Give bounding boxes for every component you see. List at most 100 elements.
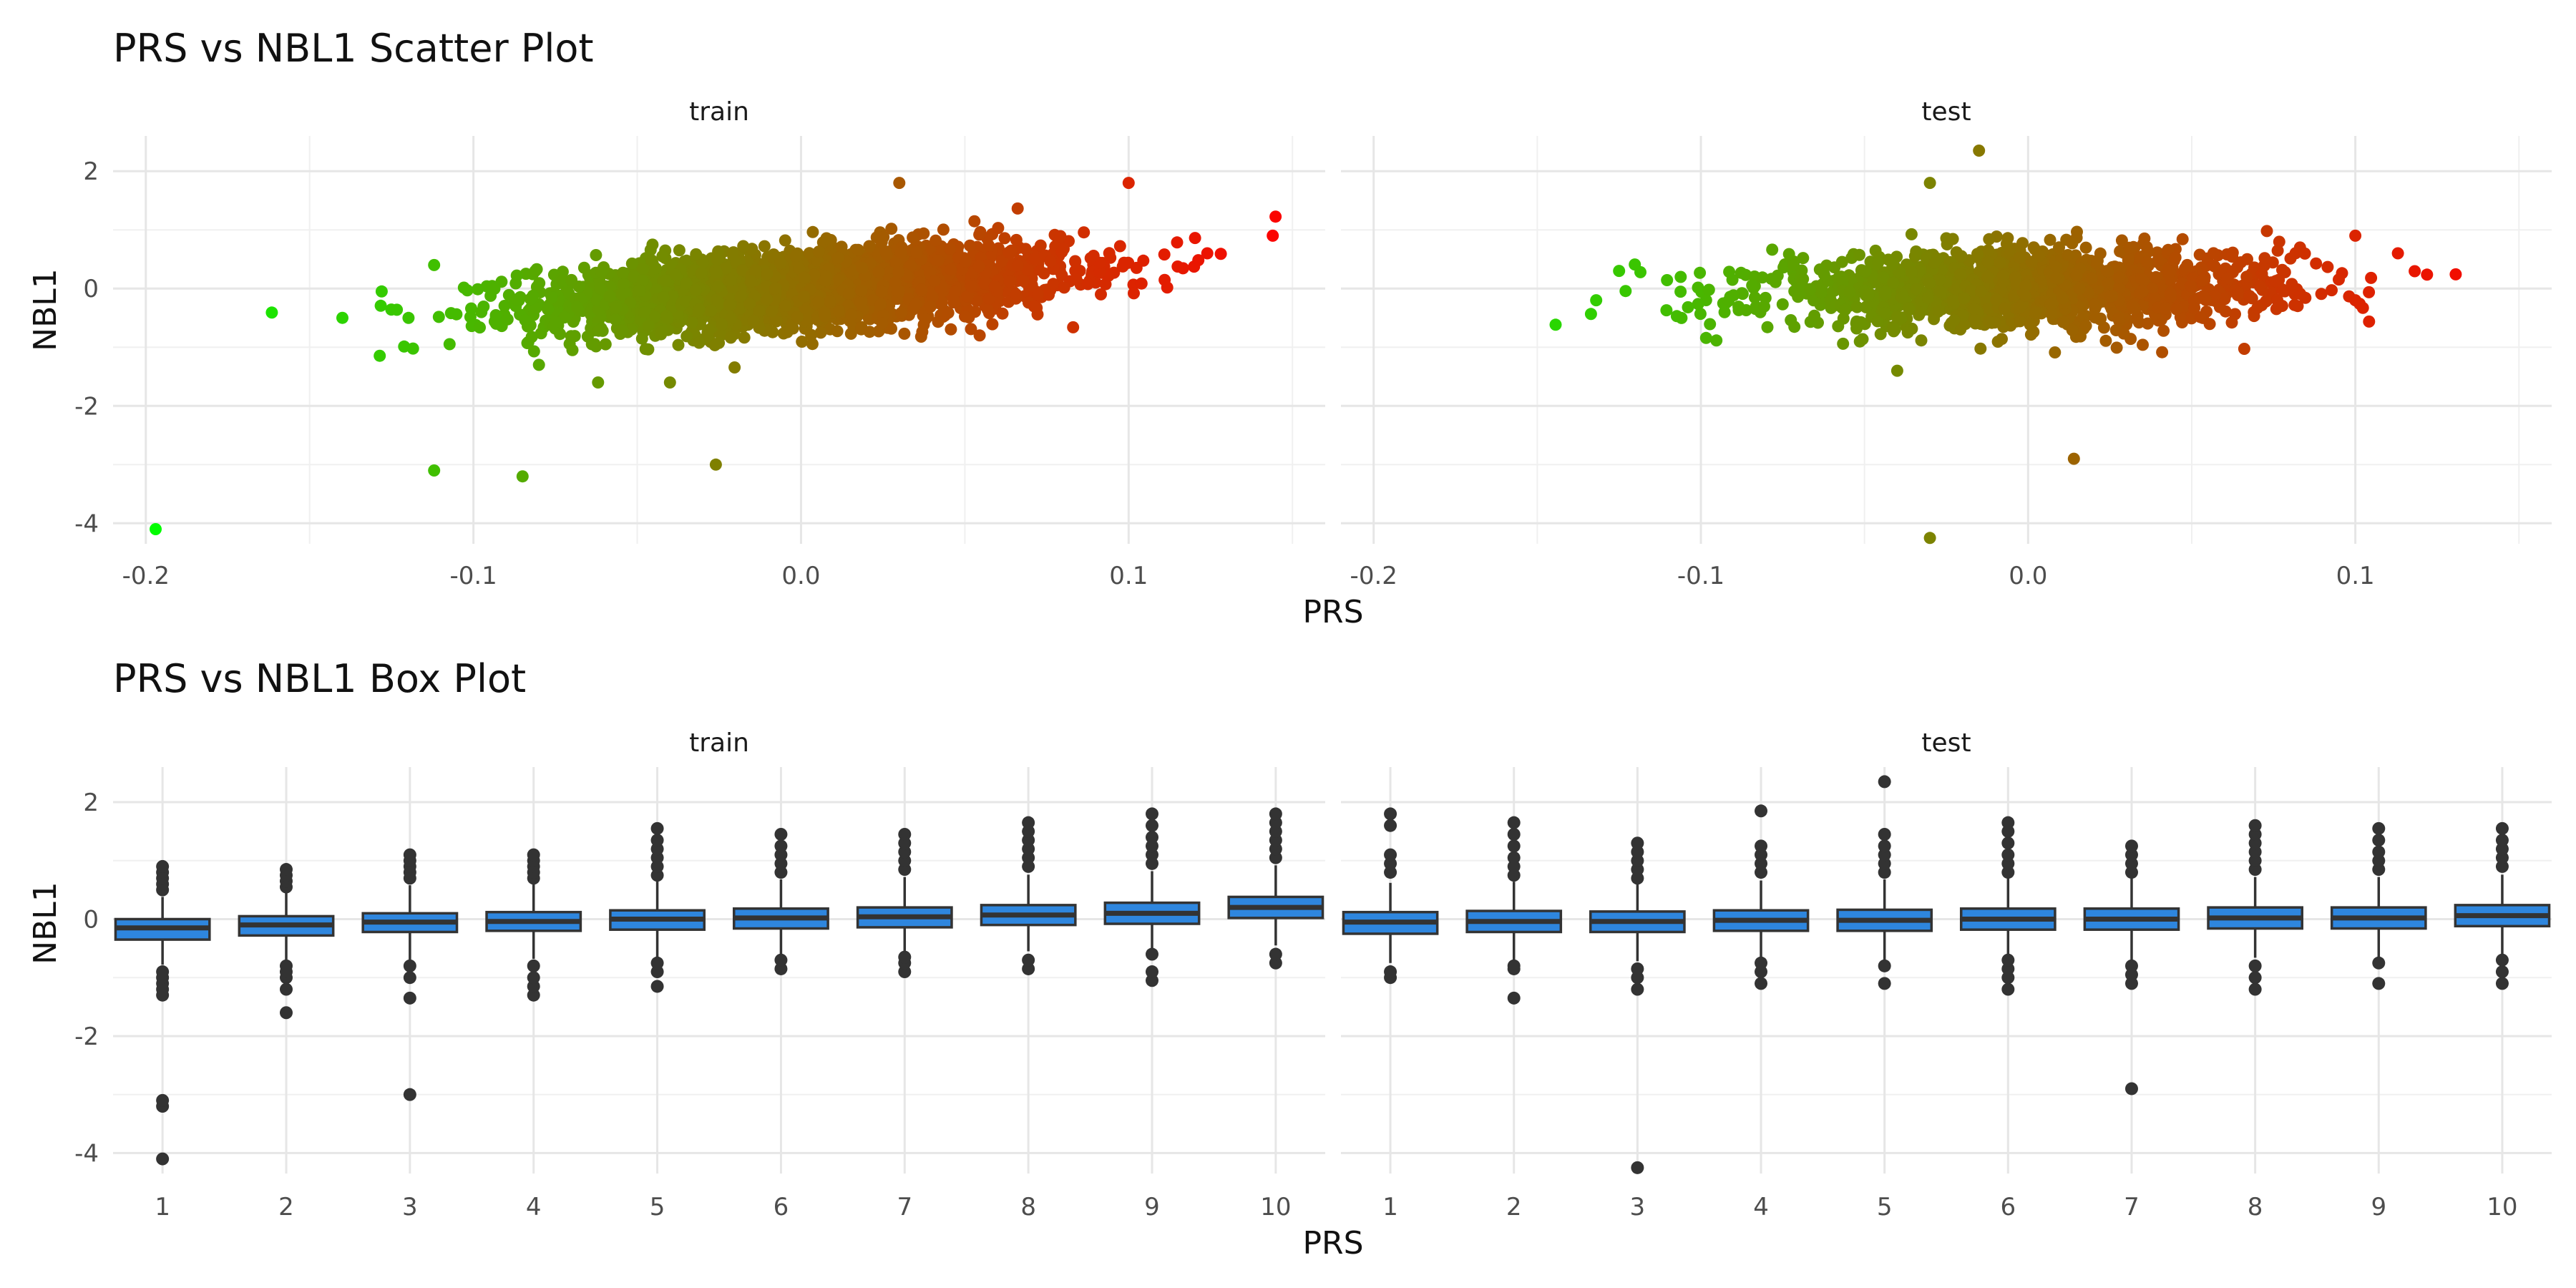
scatter-point bbox=[2208, 290, 2221, 303]
scatter-point bbox=[1746, 279, 1759, 292]
box-y-tick-label: -4 bbox=[74, 1139, 99, 1168]
scatter-point bbox=[841, 299, 854, 312]
scatter-point bbox=[530, 301, 542, 314]
scatter-point bbox=[1161, 281, 1174, 294]
box-outlier bbox=[2495, 834, 2509, 847]
scatter-point bbox=[1095, 288, 1107, 301]
scatter-point bbox=[1028, 252, 1041, 265]
scatter-point bbox=[516, 470, 529, 483]
scatter-point bbox=[638, 306, 650, 319]
scatter-point bbox=[1839, 303, 1852, 316]
scatter-point bbox=[2225, 316, 2238, 329]
scatter-point bbox=[2126, 299, 2139, 312]
scatter-point bbox=[875, 235, 888, 248]
scatter-points-test bbox=[1549, 145, 2462, 545]
scatter-point bbox=[892, 266, 905, 279]
scatter-point bbox=[444, 307, 457, 320]
scatter-point bbox=[1634, 265, 1646, 278]
box-x-tick-label: 8 bbox=[2248, 1193, 2263, 1221]
scatter-point bbox=[2288, 298, 2301, 311]
scatter-point bbox=[1835, 255, 1848, 268]
scatter-point bbox=[2053, 241, 2065, 254]
scatter-point bbox=[510, 293, 523, 306]
box-outlier bbox=[1507, 851, 1521, 864]
scatter-point bbox=[2001, 232, 2014, 245]
scatter-point bbox=[2185, 279, 2197, 292]
box-outlier bbox=[1631, 962, 1644, 975]
scatter-point bbox=[2071, 225, 2083, 238]
scatter-point bbox=[2356, 301, 2369, 314]
scatter-point bbox=[1030, 301, 1043, 314]
box-outlier bbox=[650, 834, 664, 847]
scatter-point bbox=[1901, 326, 1914, 339]
scatter-point bbox=[1710, 334, 1723, 347]
scatter-point bbox=[648, 311, 660, 323]
box-y-tick-label: -2 bbox=[74, 1023, 99, 1051]
scatter-point bbox=[1078, 226, 1091, 239]
scatter-point bbox=[1908, 250, 1921, 263]
scatter-point bbox=[2349, 229, 2362, 242]
scatter-point bbox=[843, 288, 856, 300]
scatter-y-tick-label: 2 bbox=[83, 157, 99, 186]
scatter-point bbox=[2091, 255, 2104, 268]
scatter-point bbox=[747, 314, 760, 327]
scatter-point bbox=[1584, 308, 1597, 321]
box-train-6 bbox=[732, 827, 829, 975]
box-outlier bbox=[280, 959, 293, 972]
box-outlier bbox=[1878, 977, 1891, 990]
scatter-point bbox=[959, 310, 971, 323]
scatter-point bbox=[402, 311, 415, 324]
scatter-point bbox=[769, 283, 781, 296]
scatter-point bbox=[659, 274, 672, 287]
scatter-point bbox=[2049, 272, 2062, 285]
scatter-point bbox=[1081, 278, 1094, 291]
scatter-point bbox=[2409, 265, 2421, 278]
box-x-tick-label: 3 bbox=[1630, 1193, 1646, 1221]
scatter-point bbox=[930, 234, 942, 247]
scatter-point bbox=[986, 318, 999, 331]
scatter-point bbox=[625, 257, 638, 270]
scatter-point bbox=[2363, 315, 2376, 328]
scatter-point bbox=[2164, 287, 2177, 300]
scatter-point bbox=[998, 232, 1011, 245]
scatter-point bbox=[2218, 293, 2231, 306]
scatter-point bbox=[789, 250, 802, 263]
scatter-point bbox=[616, 324, 629, 337]
scatter-point bbox=[1034, 239, 1047, 252]
scatter-point bbox=[2243, 290, 2256, 303]
scatter-point bbox=[1590, 294, 1603, 307]
scatter-point bbox=[880, 248, 893, 261]
scatter-point bbox=[937, 223, 950, 236]
scatter-point bbox=[724, 273, 737, 286]
scatter-plot: -0.2 -0.1 0.0 0.1 -4 -2 0 2 -0.2 -0.1 0.0 0.1 bbox=[74, 136, 2552, 590]
scatter-point bbox=[2271, 244, 2284, 257]
scatter-point bbox=[779, 299, 792, 312]
box-outlier bbox=[2372, 834, 2386, 847]
scatter-point bbox=[669, 268, 682, 281]
scatter-point bbox=[1694, 308, 1707, 321]
scatter-point bbox=[2102, 265, 2114, 278]
scatter-point bbox=[2185, 312, 2198, 325]
scatter-point bbox=[2241, 253, 2253, 265]
scatter-point bbox=[2221, 272, 2234, 285]
scatter-point bbox=[519, 313, 532, 326]
box-outlier bbox=[403, 848, 416, 862]
scatter-point bbox=[894, 246, 907, 259]
box-test-10 bbox=[2454, 821, 2551, 990]
scatter-y-tick-label: -2 bbox=[74, 392, 99, 421]
scatter-point bbox=[2141, 255, 2154, 268]
scatter-point bbox=[633, 284, 646, 297]
scatter-point bbox=[150, 523, 162, 535]
box-outlier bbox=[2495, 965, 2509, 979]
scatter-point bbox=[693, 303, 706, 316]
scatter-point bbox=[2106, 290, 2119, 303]
scatter-point bbox=[1910, 283, 1923, 296]
scatter-point bbox=[498, 300, 511, 312]
scatter-point bbox=[981, 303, 994, 316]
scatter-point bbox=[1549, 318, 1562, 331]
scatter-point bbox=[666, 290, 679, 303]
scatter-point bbox=[2197, 289, 2210, 302]
scatter-point bbox=[645, 254, 658, 267]
scatter-point bbox=[774, 257, 787, 270]
scatter-point bbox=[1043, 288, 1055, 301]
